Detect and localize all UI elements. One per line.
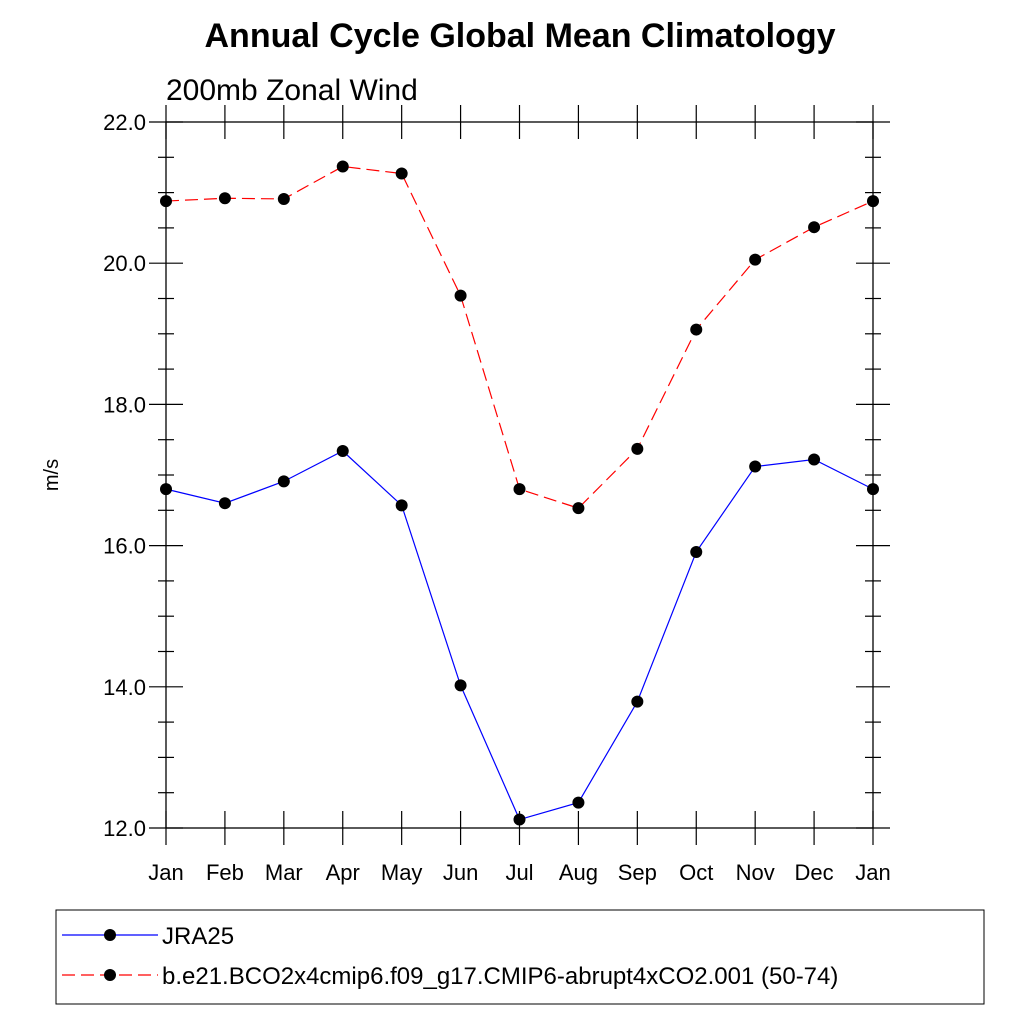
series-2-point <box>454 289 467 302</box>
series-1-point <box>454 679 467 692</box>
y-axis-label: m/s <box>41 459 63 491</box>
series-1-point <box>572 796 585 809</box>
x-tick-label: Jan <box>855 860 890 885</box>
series-2-point <box>395 167 408 180</box>
series-1-point <box>160 483 172 496</box>
series-2-point <box>867 195 879 208</box>
legend-box <box>55 909 985 1005</box>
y-tick-label: 12.0 <box>103 816 146 841</box>
series-1-point <box>277 475 290 488</box>
series-layer <box>160 160 879 826</box>
chart-subtitle: 200mb Zonal Wind <box>166 74 418 107</box>
series-2-point <box>160 195 172 208</box>
series-2-point <box>513 483 526 496</box>
series-1-point <box>395 499 408 512</box>
series-1-point <box>513 813 526 826</box>
series-line-2 <box>165 165 874 509</box>
series-2-point <box>572 502 585 515</box>
axis-ticks: 12.0 14.0 16.0 18.0 20.0 22.0 Jan Feb Mar Apr May J… <box>103 105 891 885</box>
x-tick-label: Mar <box>265 860 303 885</box>
series-2-point <box>808 221 821 234</box>
x-tick-label: Oct <box>679 860 713 885</box>
series-1-point <box>631 695 644 708</box>
x-tick-label: Jun <box>443 860 478 885</box>
series-1-point <box>336 444 349 457</box>
x-tick-label: Sep <box>618 860 657 885</box>
series-1-point <box>218 497 231 510</box>
x-tick-label: Nov <box>736 860 775 885</box>
series-2-point <box>336 160 349 173</box>
series-2-point <box>277 192 290 205</box>
x-tick-label: Dec <box>795 860 834 885</box>
series-1-point <box>867 483 879 496</box>
y-tick-label: 18.0 <box>103 392 146 417</box>
y-tick-label: 20.0 <box>103 251 146 276</box>
y-tick-label: 16.0 <box>103 534 146 559</box>
series-1-point <box>808 453 821 466</box>
series-line-1 <box>165 450 874 821</box>
legend-label-2: b.e21.BCO2x4cmip6.f09_g17.CMIP6-abrupt4x… <box>162 963 838 990</box>
legend-marker-2 <box>104 969 116 981</box>
series-2-point <box>631 442 644 455</box>
series-2-point <box>749 253 762 266</box>
x-tick-label: Jul <box>505 860 533 885</box>
legend: JRA25 b.e21.BCO2x4cmip6.f09_g17.CMIP6-abr… <box>62 923 838 990</box>
chart-title: Annual Cycle Global Mean Climatology <box>205 17 836 55</box>
x-tick-label: May <box>381 860 423 885</box>
series-1-point <box>749 460 762 473</box>
x-tick-label: Jan <box>148 860 183 885</box>
x-tick-label: Apr <box>326 860 360 885</box>
plot-frame <box>165 121 874 829</box>
series-2-point <box>690 323 703 336</box>
x-tick-label: Aug <box>559 860 598 885</box>
x-tick-label: Feb <box>206 860 244 885</box>
y-tick-label: 22.0 <box>103 110 146 135</box>
legend-marker-1 <box>104 929 116 941</box>
y-tick-label: 14.0 <box>103 675 146 700</box>
series-2-point <box>218 192 231 205</box>
series-1-point <box>690 545 703 558</box>
legend-label-1: JRA25 <box>162 923 234 950</box>
